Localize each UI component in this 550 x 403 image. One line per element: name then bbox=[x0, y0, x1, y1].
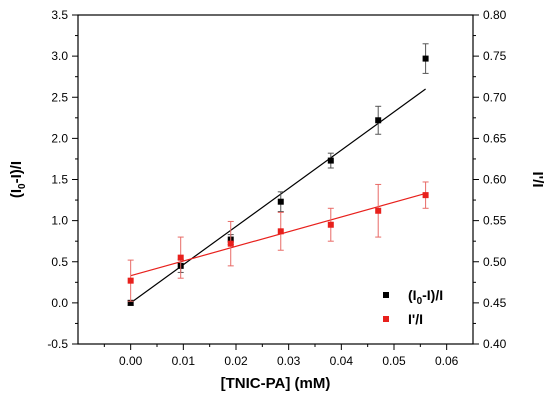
marker bbox=[327, 157, 334, 164]
legend-label-i-prime-over-i: I'/I bbox=[408, 311, 423, 327]
marker bbox=[177, 254, 184, 261]
data-point-series-1 bbox=[422, 181, 429, 209]
y-left-tick-label: 0.5 bbox=[51, 255, 68, 269]
data-point-series-0 bbox=[422, 43, 429, 74]
data-point-series-1 bbox=[277, 211, 284, 251]
y-right-tick-label: 0.60 bbox=[483, 173, 507, 187]
y-right-axis-title: I'/I bbox=[529, 171, 546, 187]
y-left-tick-label: 2.0 bbox=[51, 131, 68, 145]
y-left-tick-label: 1.0 bbox=[51, 214, 68, 228]
legend-swatch-i0-i-over-i bbox=[383, 292, 389, 298]
fit-line-series-0 bbox=[130, 88, 426, 304]
y-right-tick-label: 0.55 bbox=[483, 214, 507, 228]
x-axis-title: [TNIC-PA] (mM) bbox=[221, 375, 331, 392]
y-right-tick-label: 0.40 bbox=[483, 337, 507, 351]
x-tick-label: 0.04 bbox=[330, 354, 354, 368]
y-right-tick-label: 0.45 bbox=[483, 296, 507, 310]
marker bbox=[375, 207, 382, 214]
data-point-series-1 bbox=[177, 236, 184, 279]
legend: (I0-I)/I I'/I bbox=[383, 287, 443, 327]
marker bbox=[375, 117, 382, 124]
data-point-series-0 bbox=[327, 152, 334, 169]
marker bbox=[327, 221, 334, 228]
x-tick-label: 0.06 bbox=[435, 354, 459, 368]
y-left-tick-label: 3.5 bbox=[51, 8, 68, 22]
y-left-tick-label: 2.5 bbox=[51, 90, 68, 104]
legend-label-i0-i-over-i: (I0-I)/I bbox=[408, 287, 443, 307]
fit-line-series-1 bbox=[130, 192, 426, 277]
marker bbox=[227, 240, 234, 247]
data-point-series-0 bbox=[375, 105, 382, 135]
x-tick-label: 0.03 bbox=[277, 354, 301, 368]
data-point-series-1 bbox=[227, 220, 234, 267]
y-right-tick-label: 0.65 bbox=[483, 131, 507, 145]
x-tick-label: 0.00 bbox=[119, 354, 143, 368]
data-points bbox=[127, 43, 429, 306]
marker bbox=[127, 299, 134, 306]
y-left-tick-label: 3.0 bbox=[51, 49, 68, 63]
y-right-tick-label: 0.80 bbox=[483, 8, 507, 22]
marker bbox=[277, 198, 284, 205]
axis-ticks: 0.00 0.01 0.02 0.03 0.04 0.05 0.06 -0.5 0.0 0.5 1.… bbox=[47, 8, 506, 368]
y-left-tick-label: 1.5 bbox=[51, 173, 68, 187]
fit-lines bbox=[130, 88, 426, 304]
data-point-series-1 bbox=[375, 183, 382, 238]
data-point-series-1 bbox=[327, 207, 334, 242]
y-left-tick-label: 0.0 bbox=[51, 296, 68, 310]
marker bbox=[422, 192, 429, 199]
data-point-series-0 bbox=[277, 191, 284, 213]
y-left-tick-label: -0.5 bbox=[47, 337, 68, 351]
y-left-axis-title: (I0-I)/I bbox=[8, 161, 28, 198]
marker bbox=[127, 277, 134, 284]
x-tick-label: 0.02 bbox=[224, 354, 248, 368]
x-tick-label: 0.01 bbox=[172, 354, 196, 368]
y-right-tick-label: 0.50 bbox=[483, 255, 507, 269]
marker bbox=[422, 55, 429, 62]
y-right-tick-label: 0.75 bbox=[483, 49, 507, 63]
legend-swatch-i-prime-over-i bbox=[383, 316, 389, 322]
data-point-series-1 bbox=[127, 259, 134, 302]
x-tick-label: 0.05 bbox=[382, 354, 406, 368]
marker bbox=[277, 228, 284, 235]
y-right-tick-label: 0.70 bbox=[483, 90, 507, 104]
